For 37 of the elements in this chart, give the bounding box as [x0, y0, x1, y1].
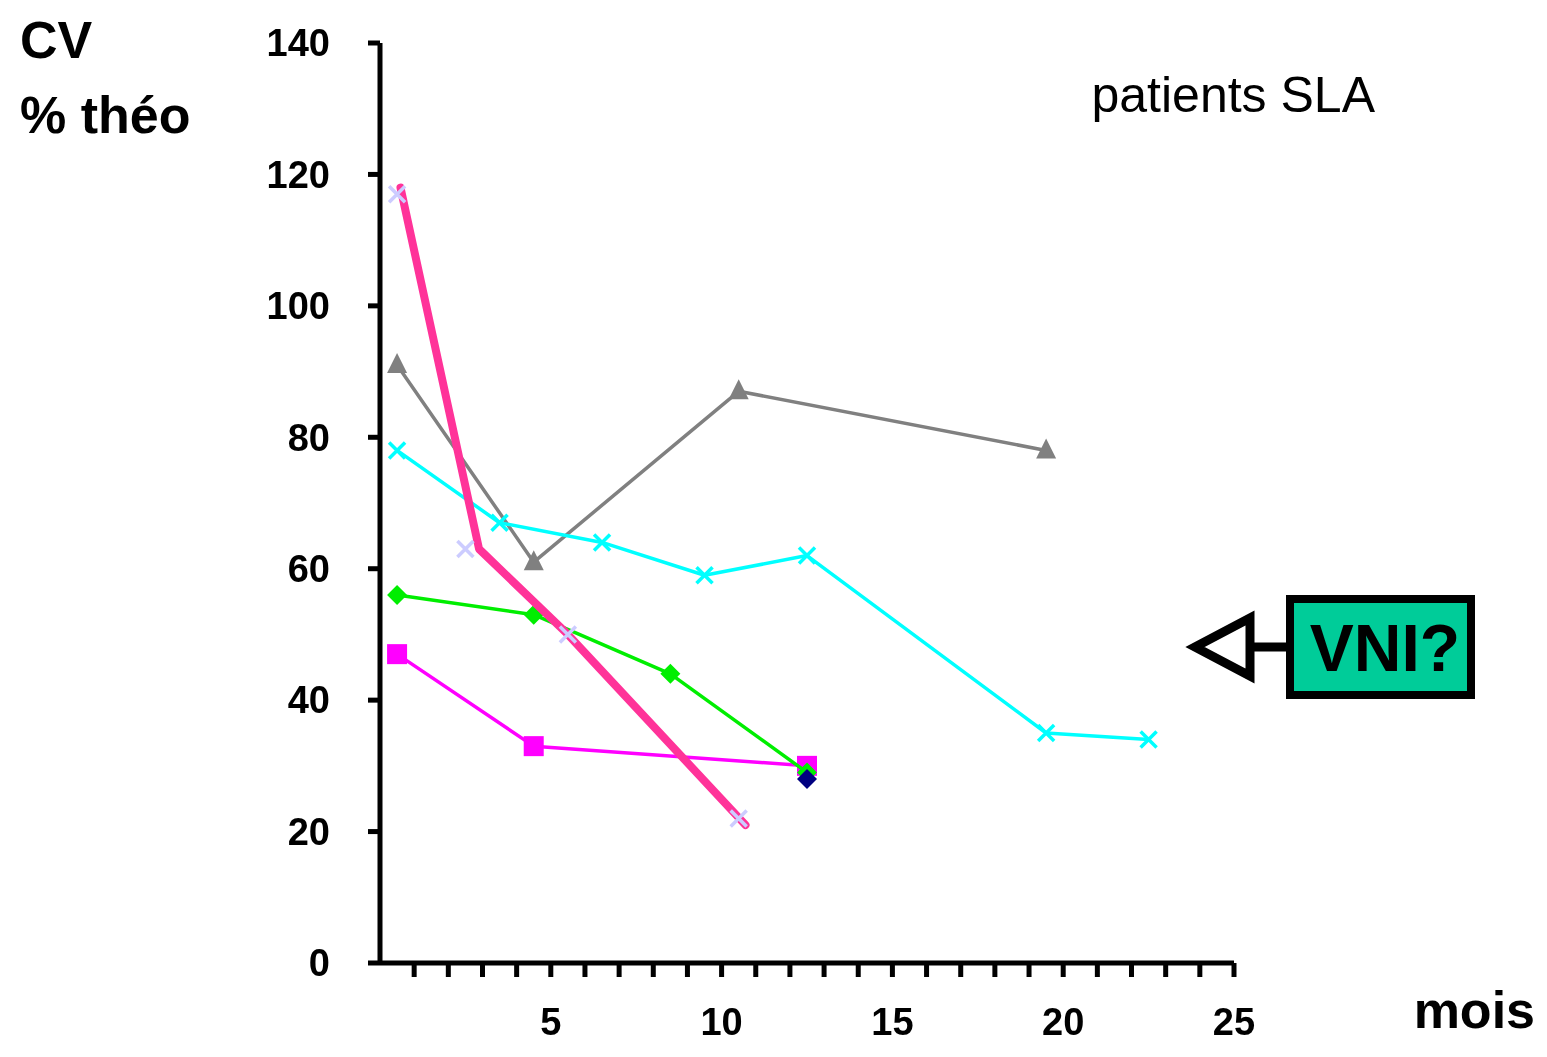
x-tick-label: 20 [1042, 1001, 1085, 1043]
annotation: patients SLA [1091, 67, 1376, 123]
point [1036, 723, 1056, 743]
x-tick-label: 15 [871, 1001, 914, 1043]
point [797, 545, 817, 566]
point [1138, 729, 1159, 750]
point [694, 565, 715, 586]
point [797, 769, 817, 789]
x-axis-title: mois [1413, 981, 1535, 1039]
point [523, 550, 544, 571]
text: VNI? [1309, 610, 1461, 685]
point [592, 532, 612, 553]
point [387, 644, 408, 665]
x-tick-label: 25 [1212, 1001, 1256, 1043]
point [455, 539, 476, 559]
y-tick-label: 100 [266, 285, 330, 328]
point [728, 808, 749, 829]
point [728, 379, 749, 400]
point [660, 663, 681, 684]
y-tick-label: 120 [266, 153, 330, 196]
y-tick-label: 40 [287, 679, 330, 722]
y-tick-label: 60 [287, 548, 330, 591]
y-tick-label: 20 [287, 810, 330, 853]
point [489, 512, 510, 533]
x-tick-label: 10 [700, 1001, 743, 1043]
y-tick-label: 0 [308, 942, 330, 985]
point [387, 184, 407, 204]
point [387, 353, 408, 373]
y-tick-label: 80 [287, 416, 330, 459]
y-axis-title: CV % théo [20, 11, 191, 144]
y-tick-label: 140 [266, 22, 330, 65]
x-tick-label: 5 [540, 1001, 562, 1043]
point [523, 736, 544, 757]
point [387, 585, 408, 605]
point [558, 624, 578, 645]
point [387, 440, 407, 461]
point [1036, 438, 1057, 459]
